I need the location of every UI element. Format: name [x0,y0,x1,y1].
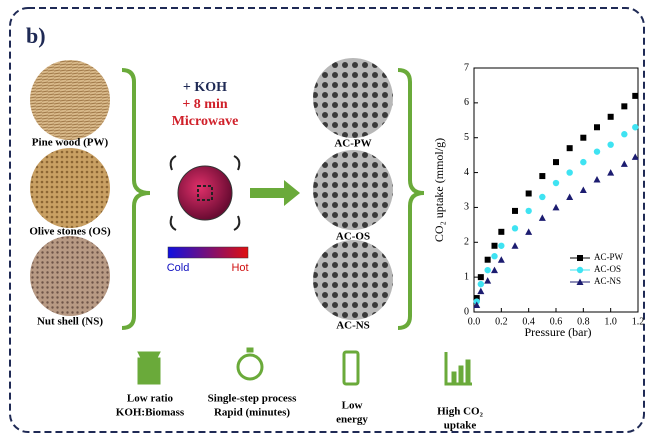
x-tick-label: 0.6 [550,316,563,327]
color-bar [168,247,248,258]
data-point [580,135,586,141]
product-images [313,58,393,320]
feature-text: High CO₂ [437,406,483,418]
data-point [498,256,505,263]
data-point [498,243,504,249]
data-point [491,253,497,259]
microwave-sphere [171,156,240,230]
data-point [512,208,518,214]
data-point [594,176,601,183]
feature-icons [138,348,472,384]
legend-marker [577,267,583,273]
y-tick-label: 4 [464,167,469,178]
precursor-label: Pine wood (PW) [32,137,109,149]
hot-label: Hot [231,262,248,274]
legend-marker [577,255,583,261]
data-point [525,228,532,235]
precursor-label: Nut shell (NS) [37,316,103,328]
y-tick-label: 6 [464,97,469,108]
feature-text: Rapid (minutes) [214,407,290,419]
data-point [553,159,559,165]
product-label: AC-PW [334,138,371,150]
feature-text: Low ratio [127,393,174,405]
data-point [484,267,490,273]
data-point [621,103,627,109]
precursor-label: Olive stones (OS) [29,226,111,238]
precursor-images [30,60,110,316]
data-point [632,93,638,99]
panel-label: b) [26,23,46,48]
figure: b) Pine wood (PW) Olive stones (OS) Nut … [0,0,652,438]
data-point [478,281,484,287]
data-point [491,267,498,274]
data-point [621,160,628,167]
data-point [594,148,600,154]
x-tick-label: 0.2 [495,316,508,327]
process-text: Microwave [172,114,239,129]
data-point [477,288,484,295]
data-point [525,208,531,214]
data-point [492,243,498,249]
legend-label: AC-OS [594,264,621,274]
x-tick-label: 0.0 [468,316,481,327]
data-point [539,194,545,200]
y-axis-label: CO₂ uptake (mmol/g) [432,138,446,242]
feature-text: Single-step process [208,393,297,405]
data-point [539,214,546,221]
x-tick-label: 1.2 [632,316,645,327]
y-tick-label: 2 [464,237,469,248]
y-tick-label: 7 [464,62,469,73]
data-point [539,173,545,179]
product-label: AC-OS [336,231,370,243]
data-point [566,193,573,200]
arrow [250,180,300,206]
legend-label: AC-PW [594,252,624,262]
data-point [512,242,519,249]
process-text: + KOH [183,80,227,95]
data-point [485,257,491,263]
bracket [398,70,424,328]
x-tick-label: 0.8 [577,316,590,327]
feature-text: KOH:Biomass [116,407,185,419]
data-point [607,169,614,176]
y-tick-label: 3 [464,202,469,213]
product-label: AC-NS [336,320,370,332]
feature-text: Low [342,400,363,412]
data-point [607,141,613,147]
data-point [553,204,560,211]
feature-text: uptake [444,420,477,432]
data-point [594,124,600,130]
data-point [580,187,587,194]
data-point [498,229,504,235]
feature-text: energy [336,414,368,426]
data-point [567,145,573,151]
data-point [621,131,627,137]
data-point [484,277,491,284]
process-text: + 8 min [182,97,228,112]
x-tick-label: 1.0 [604,316,617,327]
legend-label: AC-NS [594,276,621,286]
data-point [512,225,518,231]
data-point [478,274,484,280]
bracket [122,70,150,328]
data-point [632,124,638,130]
data-point [608,114,614,120]
data-point [526,190,532,196]
y-tick-label: 1 [464,271,469,282]
cold-label: Cold [167,262,190,274]
x-tick-label: 0.4 [522,316,535,327]
y-tick-label: 5 [464,132,469,143]
data-point [566,169,572,175]
data-point [553,180,559,186]
data-point [580,159,586,165]
